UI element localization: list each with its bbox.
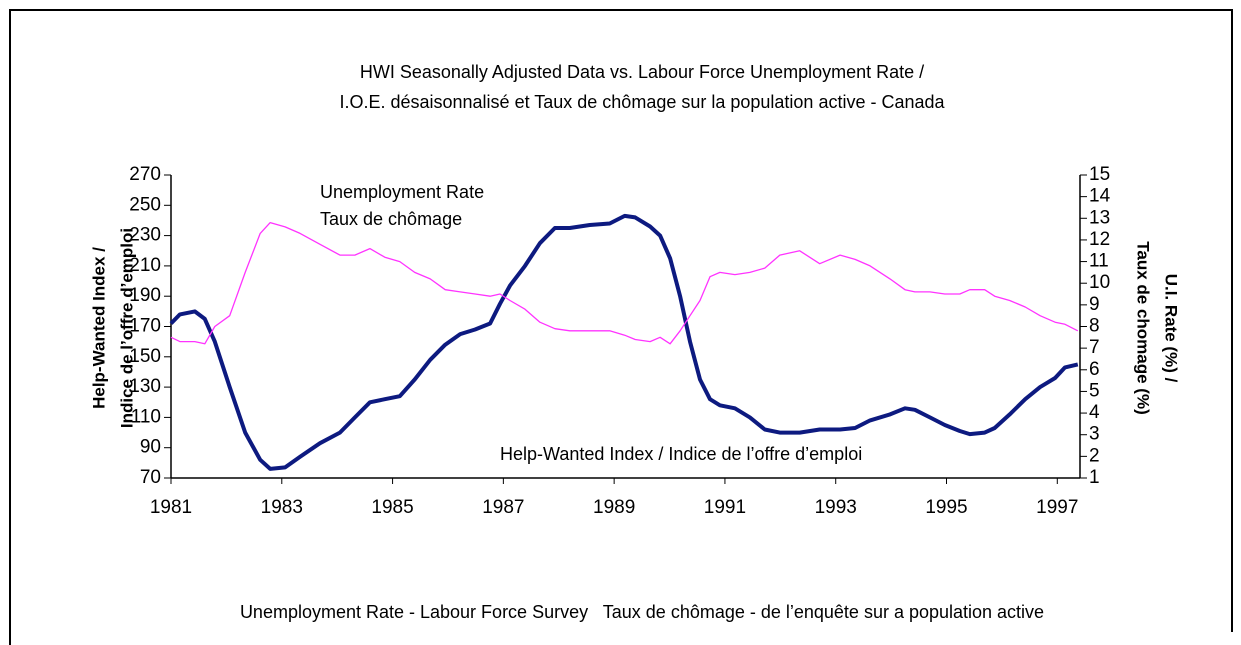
series-line <box>169 213 1079 471</box>
y2-tick-label: 15 <box>1089 164 1110 185</box>
y2-tick-label: 3 <box>1089 424 1100 445</box>
y2-tick-label: 2 <box>1089 445 1100 466</box>
annotation: Unemployment Rate <box>320 182 484 202</box>
y2-tick-label: 10 <box>1089 272 1110 293</box>
chart-subtitle: I.O.E. désaisonnalisé et Taux de chômage… <box>339 92 945 112</box>
y-tick-label: 90 <box>140 437 161 458</box>
x-tick-label: 1987 <box>482 497 524 518</box>
annotation: Help-Wanted Index / Indice de l’offre d’… <box>500 444 862 464</box>
y2-tick-label: 13 <box>1089 207 1110 228</box>
y2-tick-label: 5 <box>1089 380 1100 401</box>
y-tick-label: 190 <box>129 285 161 306</box>
y2-tick-label: 12 <box>1089 229 1110 250</box>
footnote: Unemployment Rate - Labour Force Survey … <box>240 602 1044 622</box>
chart-title: HWI Seasonally Adjusted Data vs. Labour … <box>360 62 924 82</box>
x-tick-label: 1983 <box>261 497 303 518</box>
y2-axis-label: U.I. Rate (%) / <box>1162 274 1181 383</box>
y2-tick-label: 4 <box>1089 402 1100 423</box>
x-tick-label: 1993 <box>815 497 857 518</box>
y-axis-label: Indice de l’offre d’emploi <box>117 228 136 428</box>
x-tick-label: 1981 <box>150 497 192 518</box>
y-tick-label: 70 <box>140 467 161 488</box>
y2-tick-label: 14 <box>1089 186 1111 207</box>
y-axis-label: Help-Wanted Index / <box>89 247 108 409</box>
y2-tick-label: 11 <box>1089 251 1109 272</box>
frame <box>9 9 1233 645</box>
x-tick-label: 1997 <box>1036 497 1078 518</box>
y-tick-label: 150 <box>129 346 161 367</box>
x-tick-label: 1985 <box>371 497 413 518</box>
series-line <box>170 221 1079 345</box>
y-tick-label: 130 <box>129 376 161 397</box>
y-tick-label: 270 <box>129 164 161 185</box>
annotation: Taux de chômage <box>320 209 462 229</box>
y2-tick-label: 7 <box>1089 337 1100 358</box>
y-tick-label: 170 <box>129 316 161 337</box>
y-tick-label: 250 <box>129 194 161 215</box>
y-tick-label: 110 <box>131 406 161 427</box>
y2-tick-label: 8 <box>1089 316 1100 337</box>
y-tick-label: 210 <box>129 255 161 276</box>
y-tick-label: 230 <box>129 225 161 246</box>
y2-tick-label: 6 <box>1089 359 1100 380</box>
x-tick-label: 1989 <box>593 497 635 518</box>
y2-tick-label: 9 <box>1089 294 1100 315</box>
y2-axis-label: Taux de chomage (%) <box>1134 241 1153 415</box>
x-tick-label: 1991 <box>704 497 746 518</box>
y2-tick-label: 1 <box>1089 467 1100 488</box>
x-tick-label: 1995 <box>925 497 967 518</box>
